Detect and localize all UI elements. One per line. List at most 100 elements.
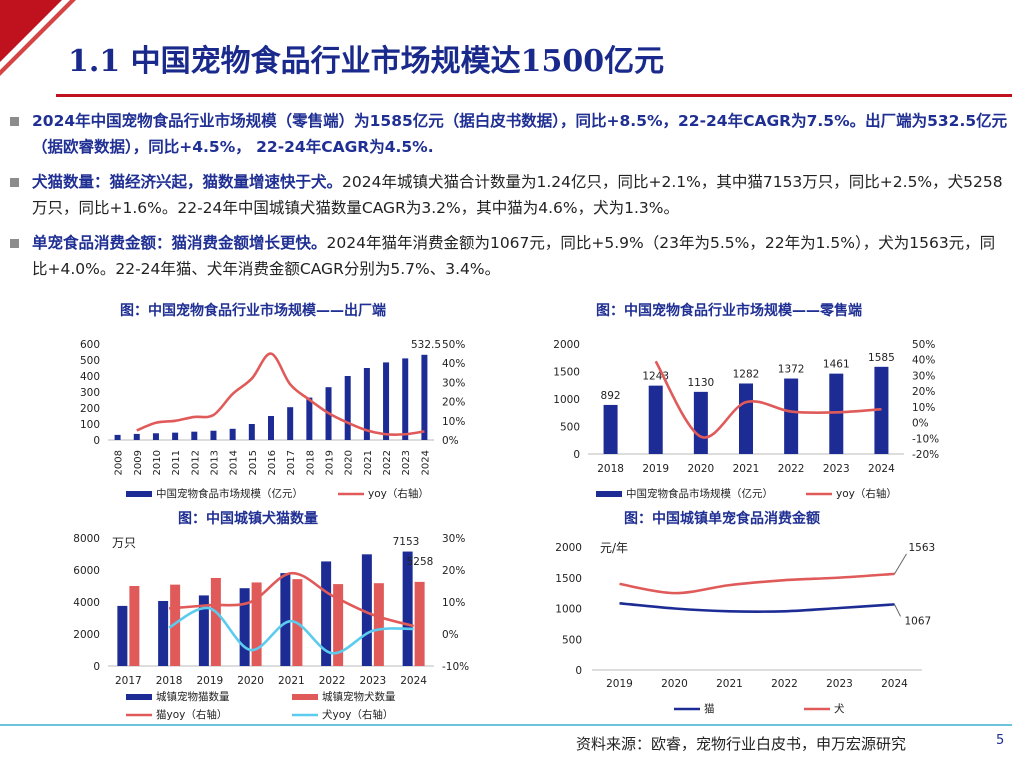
- y2-tick-label: 20%: [442, 565, 465, 577]
- bullet-text: 2024年猫年消费金额为1067元，同比+5.9%（23年为5.5%，22年为1…: [32, 234, 996, 278]
- bullet-list: 2024年中国宠物食品行业市场规模（零售端）为1585亿元（据白皮书数据），同比…: [8, 108, 1008, 291]
- bar-value-label: 1585: [868, 352, 895, 364]
- legend-label: 城镇宠物犬数量: [322, 690, 396, 703]
- series-line: [136, 352, 425, 436]
- bar: [648, 385, 663, 454]
- bar: [306, 397, 313, 440]
- chart1-title: 图：中国宠物食品行业市场规模——出厂端: [120, 303, 386, 319]
- legend-label: yoy（右轴）: [836, 487, 897, 500]
- bar: [421, 354, 428, 440]
- x-tick-label: 2010: [152, 450, 163, 475]
- bar: [363, 368, 370, 440]
- y-tick-label: 1500: [555, 573, 582, 585]
- y-tick-label: 100: [80, 419, 100, 431]
- bar: [333, 584, 344, 666]
- x-tick-label: 2021: [733, 463, 760, 475]
- x-tick-label: 2024: [420, 450, 431, 475]
- x-tick-label: 2022: [771, 678, 798, 690]
- legend-label: 城镇宠物猫数量: [156, 690, 230, 703]
- series-line: [168, 606, 414, 655]
- y-tick-label: 400: [80, 371, 100, 383]
- bar: [829, 373, 844, 454]
- x-tick-label: 2020: [344, 450, 355, 475]
- x-tick-label: 2016: [267, 450, 278, 475]
- bar: [287, 407, 294, 440]
- x-tick-label: 2022: [382, 450, 393, 475]
- x-tick-label: 2014: [229, 450, 240, 475]
- y2-tick-label: 20%: [912, 386, 935, 398]
- legend-label: 犬yoy（右轴）: [322, 708, 393, 721]
- bar: [239, 588, 250, 666]
- x-tick-label: 2018: [597, 463, 624, 475]
- x-tick-label: 2012: [190, 450, 201, 475]
- chart3-title: 图：中国城镇犬猫数量: [178, 511, 318, 527]
- x-tick-label: 2017: [115, 675, 142, 687]
- x-tick-label: 2022: [778, 463, 805, 475]
- bar: [170, 584, 181, 666]
- bar-value-label: 7153: [393, 536, 420, 548]
- bar: [402, 551, 413, 666]
- y2-tick-label: 0%: [912, 418, 929, 430]
- x-tick-label: 2023: [823, 463, 850, 475]
- bar: [210, 430, 217, 440]
- bar: [114, 434, 121, 440]
- y2-tick-label: -20%: [912, 449, 939, 461]
- bullet-square-icon: [10, 178, 19, 187]
- bar-value-label: 1372: [778, 364, 805, 376]
- y-tick-label: 1000: [555, 604, 582, 616]
- legend-label: 犬: [834, 702, 845, 715]
- bar: [133, 433, 140, 440]
- x-tick-label: 2024: [868, 463, 895, 475]
- bar: [603, 404, 618, 454]
- chart2-title: 图：中国宠物食品行业市场规模——零售端: [596, 303, 862, 319]
- y-tick-label: 1000: [553, 394, 580, 406]
- y-tick-label: 4000: [73, 597, 100, 609]
- x-tick-label: 2009: [133, 450, 144, 475]
- y2-tick-label: 50%: [912, 339, 935, 351]
- bar: [693, 391, 708, 454]
- x-tick-label: 2020: [237, 675, 264, 687]
- callout-line: [894, 604, 901, 617]
- x-tick-label: 2024: [400, 675, 427, 687]
- bullet-bold-text: 犬猫数量：猫经济兴起，猫数量增速快于犬。: [32, 173, 343, 191]
- y2-tick-label: 10%: [442, 597, 465, 609]
- legend-label: 猫yoy（右轴）: [156, 708, 227, 721]
- y-tick-label: 2000: [555, 542, 582, 554]
- y-tick-label: 2000: [553, 339, 580, 351]
- y2-tick-label: 30%: [912, 370, 935, 382]
- x-tick-label: 2022: [319, 675, 346, 687]
- bar: [383, 362, 390, 440]
- x-tick-label: 2020: [661, 678, 688, 690]
- bullet-bold-text: 2024年中国宠物食品行业市场规模（零售端）为1585亿元（据白皮书数据），同比…: [32, 112, 1008, 156]
- corner-decoration: [0, 0, 76, 76]
- x-tick-label: 2008: [114, 450, 125, 475]
- y-tick-label: 500: [80, 355, 100, 367]
- bar: [191, 431, 198, 440]
- x-tick-label: 2018: [305, 450, 316, 475]
- bar-value-label: 532.5: [411, 339, 441, 351]
- y2-tick-label: 50%: [442, 339, 465, 351]
- bar: [739, 383, 753, 454]
- bullet-market-size: 2024年中国宠物食品行业市场规模（零售端）为1585亿元（据白皮书数据），同比…: [8, 108, 1008, 160]
- y2-tick-label: 30%: [442, 533, 465, 545]
- title-divider: [56, 94, 1012, 97]
- bullet-square-icon: [10, 117, 19, 126]
- legend-swatch: [292, 694, 318, 700]
- page-number: 5: [996, 733, 1005, 748]
- bar: [344, 376, 351, 440]
- series-line: [619, 601, 895, 613]
- bar-value-label: 5258: [407, 556, 434, 568]
- chart4-title: 图：中国城镇单宠食品消费金额: [624, 511, 820, 527]
- page-title: 1.1 中国宠物食品行业市场规模达1500亿元: [68, 44, 665, 79]
- legend-label: 中国宠物食品市场规模（亿元）: [156, 487, 303, 500]
- y-tick-label: 8000: [73, 533, 100, 545]
- line-value-label: 1067: [905, 615, 932, 627]
- x-tick-label: 2020: [687, 463, 714, 475]
- x-tick-label: 2015: [248, 450, 259, 475]
- x-tick-label: 2019: [325, 450, 336, 475]
- y-tick-label: 200: [80, 403, 100, 415]
- y-tick-label: 0: [93, 661, 100, 673]
- bar: [210, 577, 221, 666]
- x-tick-label: 2021: [716, 678, 743, 690]
